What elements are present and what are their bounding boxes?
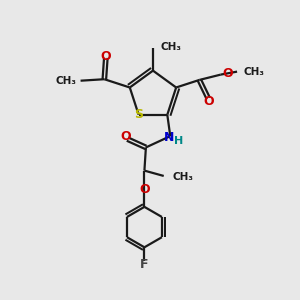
Text: CH₃: CH₃	[55, 76, 76, 86]
Text: CH₃: CH₃	[160, 42, 182, 52]
Text: O: O	[121, 130, 131, 143]
Text: O: O	[100, 50, 111, 63]
Text: N: N	[164, 131, 174, 144]
Text: O: O	[139, 183, 150, 196]
Text: CH₃: CH₃	[244, 67, 265, 76]
Text: H: H	[174, 136, 183, 146]
Text: O: O	[222, 67, 232, 80]
Text: O: O	[203, 95, 214, 108]
Text: S: S	[134, 108, 143, 121]
Text: CH₃: CH₃	[172, 172, 193, 182]
Text: F: F	[140, 258, 149, 271]
